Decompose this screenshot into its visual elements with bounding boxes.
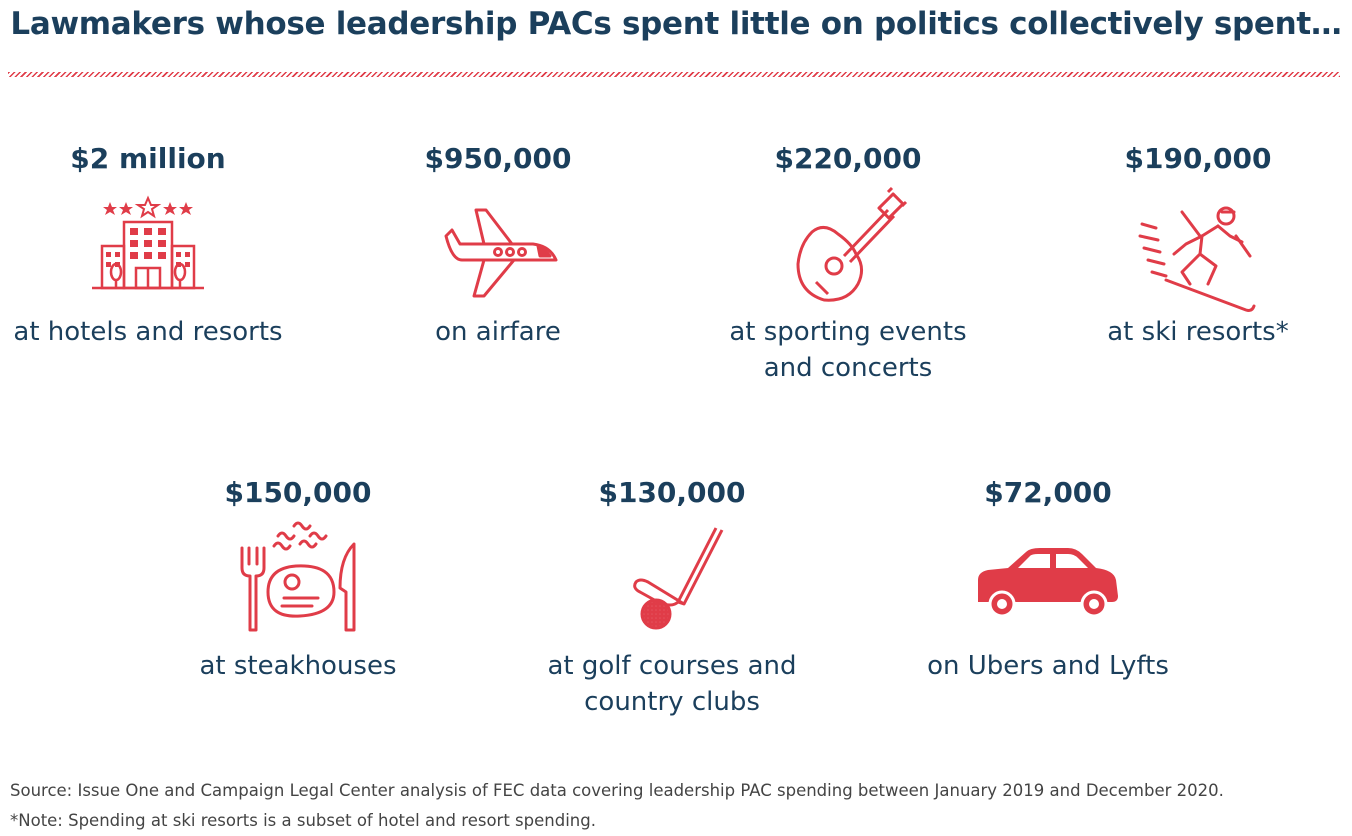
ski-note: *Note: Spending at ski resorts is a subs… <box>10 811 596 830</box>
item-description: at sporting events and concerts <box>729 317 967 383</box>
guitar-icon <box>796 186 908 302</box>
item-description: on Ubers and Lyfts <box>927 651 1169 681</box>
skier-icon <box>1138 206 1256 312</box>
item-description: at steakhouses <box>199 651 397 681</box>
item-description: at hotels and resorts <box>13 317 283 347</box>
item-amount: $220,000 <box>774 142 922 175</box>
item-amount: $190,000 <box>1124 142 1272 175</box>
item-amount: $950,000 <box>424 142 572 175</box>
golf-icon <box>633 527 724 630</box>
item-amount: $130,000 <box>598 476 746 509</box>
item-amount: $2 million <box>70 142 226 175</box>
hotel-icon <box>92 195 204 290</box>
divider <box>8 72 1340 77</box>
car-icon <box>978 548 1118 618</box>
steak-icon <box>240 521 356 632</box>
footnotes: Source: Issue One and Campaign Legal Cen… <box>10 776 1224 836</box>
source-note: Source: Issue One and Campaign Legal Cen… <box>10 781 1224 800</box>
page-title: Lawmakers whose leadership PACs spent li… <box>10 6 1342 42</box>
item-amount: $150,000 <box>224 476 372 509</box>
airplane-icon <box>444 208 558 298</box>
item-description: at golf courses and country clubs <box>547 651 797 717</box>
item-description: on airfare <box>435 317 561 347</box>
item-description: at ski resorts* <box>1107 317 1289 347</box>
item-amount: $72,000 <box>984 476 1112 509</box>
